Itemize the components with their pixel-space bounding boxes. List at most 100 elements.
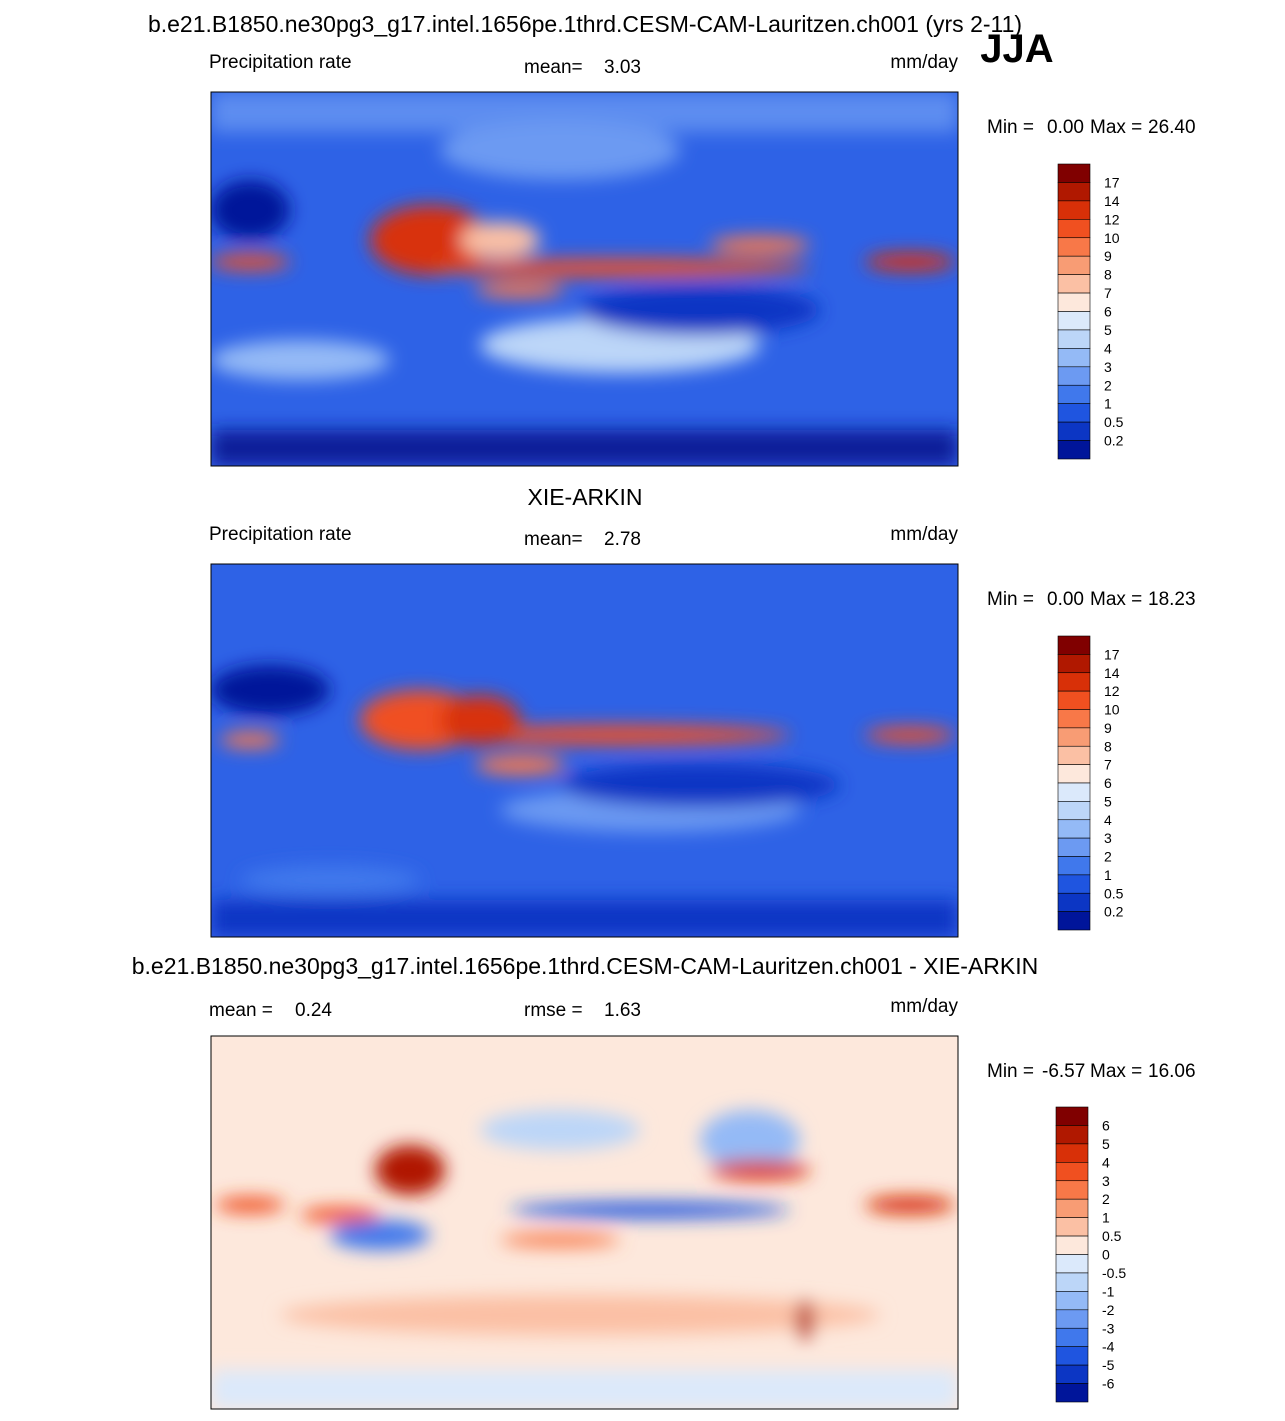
colorbar-label: 17 (1104, 174, 1120, 190)
colorbar: 17 14 12 10 9 8 7 6 5 4 3 2 1 0.5 0.2 (1057, 163, 1124, 460)
colorbar-box (1057, 292, 1091, 312)
min-value: 0.00 (1047, 589, 1084, 610)
min-value: 0.00 (1047, 117, 1084, 138)
colorbar-label: 4 (1102, 1154, 1110, 1170)
colorbar-box (1057, 892, 1091, 912)
colorbar-label: 3 (1102, 1173, 1110, 1189)
max-value: 18.23 (1148, 589, 1196, 610)
colorbar-box (1055, 1383, 1089, 1403)
colorbar-box (1055, 1309, 1089, 1329)
colorbar-box (1057, 727, 1091, 747)
colorbar-box (1057, 654, 1091, 674)
colorbar-box (1057, 255, 1091, 275)
colorbar-label: 5 (1102, 1136, 1110, 1152)
colorbar-label: 1 (1104, 396, 1112, 412)
colorbar-box (1057, 219, 1091, 239)
colorbar-box (1055, 1106, 1089, 1126)
map (211, 1036, 958, 1409)
colorbar-box (1055, 1272, 1089, 1292)
map-frame (210, 91, 959, 467)
colorbar-label: 17 (1104, 646, 1120, 662)
mean-label: mean= (524, 529, 583, 550)
mean-value: 2.78 (604, 529, 641, 550)
colorbar-box (1057, 856, 1091, 876)
colorbar-label: 8 (1104, 738, 1112, 754)
colorbar-label: -4 (1102, 1339, 1115, 1355)
colorbar-label: 12 (1104, 683, 1120, 699)
colorbar-label: 9 (1104, 248, 1112, 264)
colorbar-box (1055, 1217, 1089, 1237)
colorbar-label: -5 (1102, 1357, 1115, 1373)
colorbar-label: 0.2 (1104, 904, 1124, 920)
colorbar-box (1057, 911, 1091, 931)
colorbar-label: -6 (1102, 1376, 1115, 1392)
colorbar-box (1057, 745, 1091, 765)
colorbar-label: 2 (1104, 849, 1112, 865)
colorbar-box (1055, 1327, 1089, 1347)
colorbar-box (1057, 837, 1091, 857)
units: mm/day (890, 524, 958, 545)
colorbar-box (1055, 1346, 1089, 1366)
colorbar-label: 10 (1104, 230, 1120, 246)
colorbar-label: 5 (1104, 322, 1112, 338)
colorbar-box (1057, 672, 1091, 692)
max-label: Max = (1090, 117, 1142, 138)
colorbar-label: 8 (1104, 267, 1112, 283)
colorbar: 6 5 4 3 2 1 0.5 0 -0.5 -1 -2 -3 -4 -5 -6 (1055, 1106, 1126, 1403)
max-label: Max = (1090, 1061, 1142, 1082)
colorbar-box (1057, 182, 1091, 202)
colorbar: 17 14 12 10 9 8 7 6 5 4 3 2 1 0.5 0.2 (1057, 635, 1124, 931)
colorbar-box (1057, 384, 1091, 404)
mean-label: mean= (524, 57, 583, 78)
panel-title: b.e21.B1850.ne30pg3_g17.intel.1656pe.1th… (132, 953, 1039, 979)
colorbar-box (1057, 311, 1091, 331)
colorbar-label: -1 (1102, 1283, 1115, 1299)
colorbar-box (1057, 237, 1091, 257)
field-label: Precipitation rate (209, 524, 352, 545)
colorbar-label: 6 (1104, 304, 1112, 320)
colorbar-label: 0.5 (1104, 885, 1124, 901)
colorbar-label: 9 (1104, 720, 1112, 736)
colorbar-label: 0.2 (1104, 433, 1124, 449)
colorbar-label: -3 (1102, 1320, 1115, 1336)
colorbar-label: 0.5 (1104, 414, 1124, 430)
season-label: JJA (980, 27, 1053, 71)
max-value: 16.06 (1148, 1061, 1196, 1082)
map-frame (210, 563, 959, 938)
colorbar-label: 0.5 (1102, 1228, 1122, 1244)
colorbar-box (1055, 1125, 1089, 1145)
mean-value: 3.03 (604, 57, 641, 78)
colorbar-box (1055, 1198, 1089, 1218)
colorbar-box (1057, 782, 1091, 802)
min-value: -6.57 (1042, 1061, 1085, 1082)
field-label: Precipitation rate (209, 52, 352, 73)
colorbar-box (1055, 1235, 1089, 1255)
colorbar-label: 0 (1102, 1247, 1110, 1263)
colorbar-label: 4 (1104, 340, 1112, 356)
min-label: Min = (987, 589, 1034, 610)
colorbar-box (1057, 163, 1091, 183)
colorbar-label: 12 (1104, 211, 1120, 227)
rmse-value: 1.63 (604, 1000, 641, 1021)
colorbar-label: -0.5 (1102, 1265, 1126, 1281)
rmse-label: rmse = (524, 1000, 583, 1021)
colorbar-label: 7 (1104, 285, 1112, 301)
max-label: Max = (1090, 589, 1142, 610)
colorbar-box (1055, 1180, 1089, 1200)
colorbar-box (1055, 1291, 1089, 1311)
colorbar-box (1057, 421, 1091, 441)
panel-title: XIE-ARKIN (527, 484, 642, 510)
colorbar-box (1055, 1254, 1089, 1274)
map-frame (210, 1035, 959, 1410)
figure-title: b.e21.B1850.ne30pg3_g17.intel.1656pe.1th… (148, 11, 1022, 37)
colorbar-box (1057, 874, 1091, 894)
units: mm/day (890, 52, 958, 73)
colorbar-box (1057, 348, 1091, 368)
colorbar-box (1057, 403, 1091, 423)
colorbar-label: 10 (1104, 702, 1120, 718)
map (211, 92, 958, 466)
min-label: Min = (987, 1061, 1034, 1082)
colorbar-box (1057, 200, 1091, 220)
colorbar-label: 1 (1104, 867, 1112, 883)
